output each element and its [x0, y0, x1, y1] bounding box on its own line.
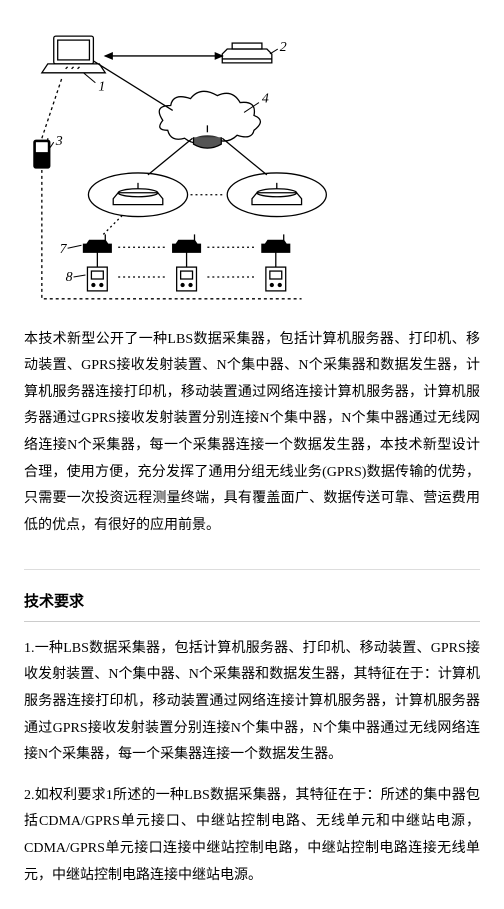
svg-text:3: 3: [55, 134, 63, 149]
requirement-1: 1.一种LBS数据采集器，包括计算机服务器、打印机、移动装置、GPRS接收发射装…: [24, 636, 480, 769]
abstract-text: 本技术新型公开了一种LBS数据采集器，包括计算机服务器、打印机、移动装置、GPR…: [24, 327, 480, 540]
section-title: 技术要求: [24, 588, 480, 622]
svg-text:7: 7: [60, 242, 68, 257]
requirement-2: 2.如权利要求1所述的一种LBS数据采集器，其特征在于：所述的集中器包括CDMA…: [24, 783, 480, 889]
svg-text:4: 4: [262, 92, 269, 107]
section-divider: [24, 569, 480, 570]
system-diagram: 1 2 3 4: [24, 20, 480, 310]
svg-text:8: 8: [66, 270, 73, 285]
svg-text:1: 1: [98, 80, 105, 95]
svg-text:2: 2: [280, 40, 287, 55]
